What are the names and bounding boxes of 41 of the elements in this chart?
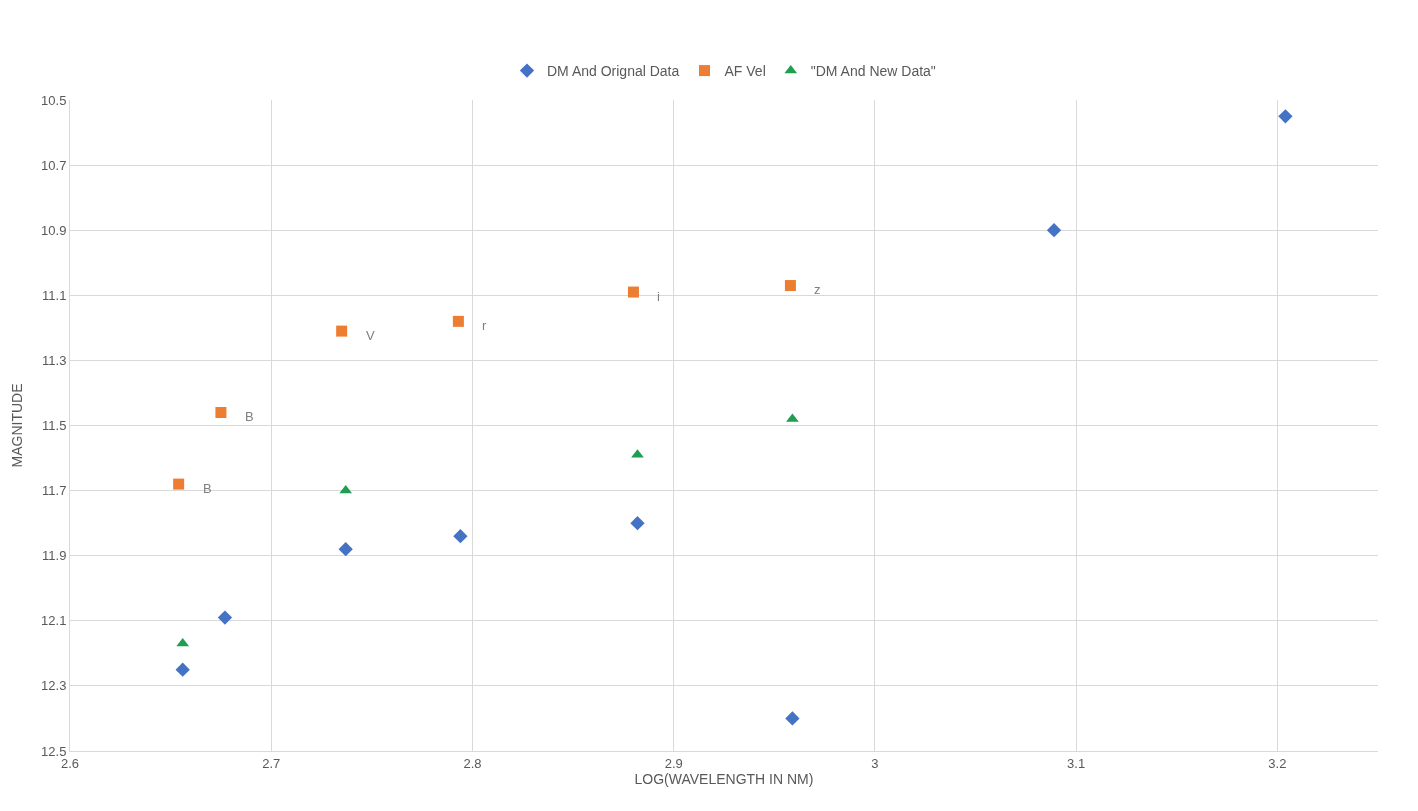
point	[338, 542, 353, 557]
x-tick-label: 3.2	[1268, 755, 1287, 771]
y-tick-label: 10.9	[41, 222, 67, 238]
point	[453, 529, 468, 544]
legend-label: "DM And New Data"	[810, 63, 936, 80]
legend-label: AF Vel	[724, 63, 766, 80]
annotation: i	[657, 289, 660, 304]
point	[217, 610, 233, 625]
point	[627, 286, 639, 298]
annotation: z	[814, 282, 821, 297]
point	[215, 406, 227, 418]
y-tick-label: 12.1	[41, 613, 67, 629]
point	[1278, 109, 1293, 124]
x-tick-label: 2.7	[262, 755, 281, 771]
y-axis-title: MAGNITUDE	[8, 383, 25, 468]
y-tick-label: 11.1	[42, 287, 67, 303]
y-tick-label: 11.3	[42, 352, 67, 368]
point	[173, 478, 185, 490]
point	[452, 315, 464, 327]
x-axis-title: LOG(WAVELENGTH IN NM)	[634, 770, 814, 787]
y-tick-label: 10.7	[41, 157, 67, 173]
point	[784, 280, 796, 292]
annotation: B	[245, 409, 254, 424]
legend-label: DM And Orignal Data	[547, 63, 680, 80]
x-tick-label: 3	[871, 755, 879, 771]
annotation: B	[203, 481, 212, 496]
x-tick-label: 3.1	[1067, 755, 1086, 771]
point	[336, 325, 348, 337]
y-tick-label: 10.5	[41, 92, 67, 108]
y-tick-label: 11.5	[42, 418, 67, 434]
y-tick-label: 12.3	[41, 678, 67, 694]
point	[1046, 223, 1062, 238]
annotation: r	[482, 318, 487, 333]
x-tick-label: 2.8	[463, 755, 482, 771]
y-tick-label: 11.7	[42, 483, 67, 499]
annotation: V	[366, 328, 375, 343]
point	[630, 516, 645, 531]
x-tick-label: 2.9	[664, 755, 683, 771]
point	[785, 711, 800, 726]
point	[175, 662, 190, 677]
y-tick-label: 11.9	[42, 548, 67, 564]
